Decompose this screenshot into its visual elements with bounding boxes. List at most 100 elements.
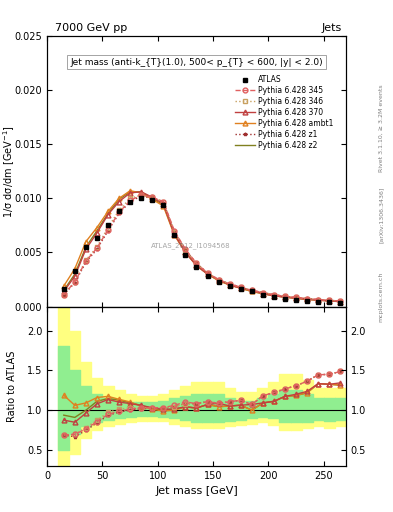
Pythia 6.428 z2 [250,288,254,294]
ATLAS [205,273,210,280]
ATLAS [61,286,66,292]
Pythia 6.428 z1 [205,270,210,276]
Pythia 6.428 z1 [150,195,154,201]
ATLAS [150,198,154,204]
ATLAS [216,279,221,285]
Pythia 6.428 z2 [72,271,77,277]
Pythia 6.428 345 [150,194,154,200]
Pythia 6.428 345 [72,279,77,285]
Pythia 6.428 370 [216,276,221,283]
Pythia 6.428 346 [272,292,276,298]
Pythia 6.428 ambt1 [194,262,199,268]
Pythia 6.428 z1 [194,260,199,266]
Pythia 6.428 z2 [117,196,121,202]
Pythia 6.428 346 [183,247,188,253]
Pythia 6.428 ambt1 [250,288,254,294]
ATLAS [305,297,309,304]
ATLAS [227,283,232,289]
Pythia 6.428 z2 [305,296,309,303]
Pythia 6.428 ambt1 [227,282,232,288]
Pythia 6.428 370 [294,295,298,301]
Pythia 6.428 345 [183,246,188,252]
ATLAS [272,294,276,300]
Pythia 6.428 346 [250,287,254,293]
Pythia 6.428 z2 [227,282,232,288]
ATLAS [283,295,287,302]
Pythia 6.428 346 [305,295,309,302]
ATLAS [250,288,254,294]
Pythia 6.428 345 [261,289,265,295]
ATLAS [106,222,110,228]
Pythia 6.428 370 [172,231,177,237]
Pythia 6.428 z1 [183,247,188,253]
ATLAS [72,268,77,274]
Pythia 6.428 z1 [128,199,132,205]
Pythia 6.428 z1 [305,295,309,302]
Pythia 6.428 346 [106,224,110,230]
Pythia 6.428 345 [250,287,254,293]
Y-axis label: 1/σ dσ/dm [GeV$^{-1}$]: 1/σ dσ/dm [GeV$^{-1}$] [2,125,17,218]
Pythia 6.428 z2 [172,231,177,237]
Pythia 6.428 ambt1 [139,190,143,196]
Pythia 6.428 ambt1 [117,195,121,201]
Pythia 6.428 z2 [84,244,88,250]
ATLAS [338,300,343,306]
Pythia 6.428 370 [194,262,199,268]
Text: 7000 GeV pp: 7000 GeV pp [55,23,127,33]
Pythia 6.428 z1 [216,276,221,283]
Pythia 6.428 345 [172,228,177,234]
Line: Pythia 6.428 ambt1: Pythia 6.428 ambt1 [61,188,343,304]
Pythia 6.428 345 [128,198,132,204]
ATLAS [139,195,143,201]
Pythia 6.428 346 [205,270,210,276]
ATLAS [261,292,265,298]
Pythia 6.428 ambt1 [261,291,265,297]
Pythia 6.428 346 [72,279,77,285]
Pythia 6.428 345 [106,227,110,233]
Pythia 6.428 z1 [227,281,232,287]
Pythia 6.428 345 [305,295,309,302]
Pythia 6.428 370 [316,297,321,303]
Pythia 6.428 370 [205,271,210,277]
Pythia 6.428 370 [183,249,188,255]
Text: mcplots.cern.ch: mcplots.cern.ch [379,272,384,322]
Pythia 6.428 345 [117,209,121,216]
Pythia 6.428 346 [316,296,321,303]
Pythia 6.428 ambt1 [327,298,332,304]
Pythia 6.428 z1 [172,229,177,235]
Pythia 6.428 ambt1 [161,203,166,209]
Pythia 6.428 z1 [316,296,321,303]
Pythia 6.428 z1 [283,293,287,300]
ATLAS [128,199,132,205]
Pythia 6.428 370 [128,190,132,196]
Text: [arXiv:1306.3436]: [arXiv:1306.3436] [379,187,384,243]
Pythia 6.428 z1 [106,228,110,234]
Pythia 6.428 z2 [239,285,243,291]
Pythia 6.428 z2 [205,271,210,277]
Pythia 6.428 ambt1 [338,298,343,305]
Pythia 6.428 ambt1 [316,297,321,303]
Text: Rivet 3.1.10, ≥ 3.2M events: Rivet 3.1.10, ≥ 3.2M events [379,84,384,172]
Pythia 6.428 370 [117,199,121,205]
Pythia 6.428 z2 [95,228,99,234]
Pythia 6.428 370 [150,194,154,200]
Pythia 6.428 z1 [84,259,88,265]
Pythia 6.428 346 [294,294,298,301]
Pythia 6.428 345 [194,260,199,266]
Pythia 6.428 370 [272,293,276,299]
Pythia 6.428 ambt1 [172,232,177,238]
Pythia 6.428 370 [327,298,332,304]
Line: Pythia 6.428 z2: Pythia 6.428 z2 [64,192,340,302]
Pythia 6.428 ambt1 [305,296,309,303]
Pythia 6.428 ambt1 [106,208,110,215]
Pythia 6.428 z2 [194,262,199,268]
Pythia 6.428 ambt1 [128,188,132,194]
Pythia 6.428 ambt1 [216,278,221,284]
Pythia 6.428 z2 [316,297,321,303]
Pythia 6.428 z1 [72,280,77,286]
Pythia 6.428 346 [261,289,265,295]
Pythia 6.428 370 [261,291,265,297]
Pythia 6.428 345 [338,298,343,304]
Pythia 6.428 346 [172,229,177,235]
Pythia 6.428 z1 [95,246,99,252]
